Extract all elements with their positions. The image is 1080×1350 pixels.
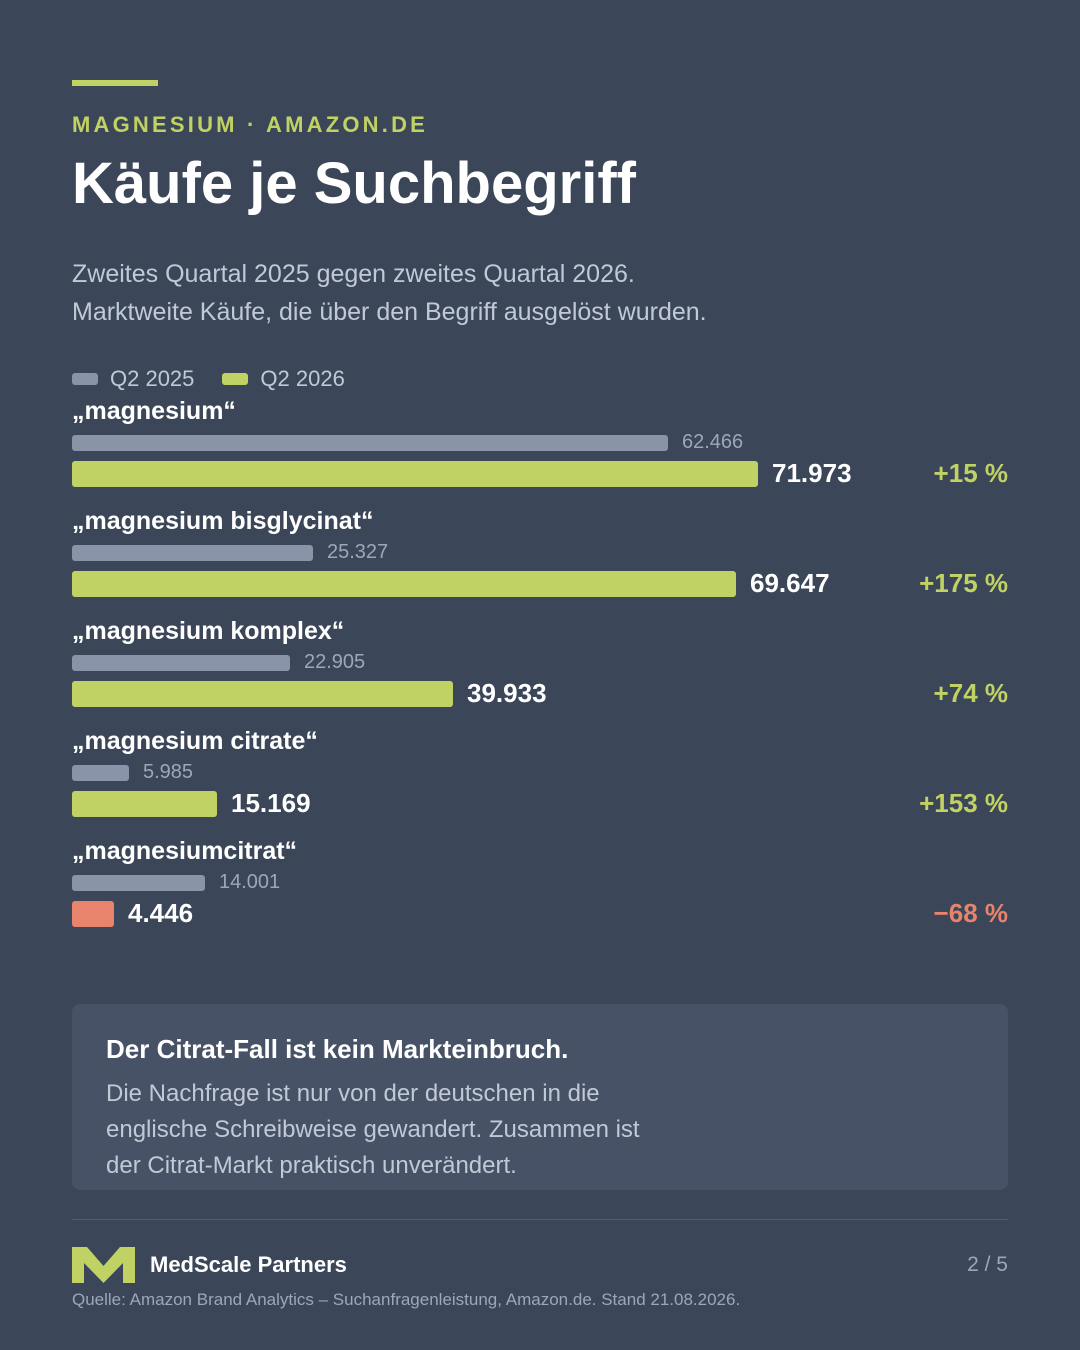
subtitle-line: Zweites Quartal 2025 gegen zweites Quart… <box>72 260 635 288</box>
bar-q2-2026 <box>72 571 736 597</box>
legend-swatch-prev <box>72 373 98 385</box>
change-label: +175 % <box>919 568 1008 598</box>
bar-q2-2026 <box>72 681 453 707</box>
legend-label: Q2 2026 <box>260 366 345 391</box>
category-label: „magnesium“ <box>72 397 236 425</box>
footer-divider <box>72 1219 1008 1220</box>
bar-q2-2025 <box>72 545 313 561</box>
bar-chart: „magnesium“ 62.466 71.973 +15 % „magnesium b… <box>0 395 1080 955</box>
value-label-q2-2025: 14.001 <box>219 871 281 893</box>
callout-title: Der Citrat-Fall ist kein Markteinbruch. <box>106 1034 569 1064</box>
value-label-q2-2025: 62.466 <box>682 431 744 453</box>
source-note: Quelle: Amazon Brand Analytics – Suchanf… <box>72 1290 741 1309</box>
value-label-q2-2025: 5.985 <box>143 761 194 783</box>
change-label: −68 % <box>933 898 1008 928</box>
callout-body: Die Nachfrage ist nur von der deutschen … <box>106 1076 746 1184</box>
subtitle: Zweites Quartal 2025 gegen zweites Quart… <box>72 255 972 331</box>
bar-q2-2025 <box>72 875 205 891</box>
page-title: Käufe je Suchbegriff <box>72 151 636 216</box>
change-label: +15 % <box>933 458 1008 488</box>
chart-legend: Q2 2025 Q2 2026 <box>72 366 373 392</box>
value-label-q2-2025: 25.327 <box>327 541 389 563</box>
legend-item-q2-2026: Q2 2026 <box>222 366 345 392</box>
accent-line <box>72 80 158 86</box>
category-label: „magnesium bisglycinat“ <box>72 507 374 535</box>
value-label-q2-2026: 69.647 <box>750 568 830 598</box>
value-label-q2-2026: 71.973 <box>772 458 852 488</box>
value-label-q2-2026: 39.933 <box>467 678 547 708</box>
legend-item-q2-2025: Q2 2025 <box>72 366 194 392</box>
legend-label: Q2 2025 <box>110 366 195 391</box>
page-number: 2 / 5 <box>967 1253 1008 1276</box>
medscale-logo-icon <box>72 1247 135 1283</box>
value-label-q2-2026: 4.446 <box>128 898 194 928</box>
bar-q2-2026 <box>72 901 114 927</box>
category-label: „magnesium komplex“ <box>72 617 345 645</box>
legend-swatch-curr <box>222 373 249 385</box>
bar-q2-2025 <box>72 765 129 781</box>
bar-q2-2026 <box>72 791 217 817</box>
change-label: +74 % <box>933 678 1008 708</box>
value-label-q2-2025: 22.905 <box>304 651 366 673</box>
change-label: +153 % <box>919 788 1008 818</box>
category-label: „magnesiumcitrat“ <box>72 837 298 865</box>
callout-box: Der Citrat-Fall ist kein Markteinbruch. … <box>72 1004 1008 1190</box>
callout-line: englische Schreibweise gewandert. Zusamm… <box>106 1116 640 1143</box>
callout-line: Die Nachfrage ist nur von der deutschen … <box>106 1080 600 1107</box>
bar-q2-2025 <box>72 435 668 451</box>
value-label-q2-2026: 15.169 <box>231 788 311 818</box>
eyebrow-label: MAGNESIUM · AMAZON.DE <box>72 112 429 137</box>
brand-name: MedScale Partners <box>150 1252 347 1277</box>
bar-q2-2025 <box>72 655 290 671</box>
category-label: „magnesium citrate“ <box>72 727 318 755</box>
subtitle-line: Marktweite Käufe, die über den Begriff a… <box>72 298 707 326</box>
bar-q2-2026 <box>72 461 758 487</box>
callout-line: der Citrat-Markt praktisch unverändert. <box>106 1152 517 1179</box>
